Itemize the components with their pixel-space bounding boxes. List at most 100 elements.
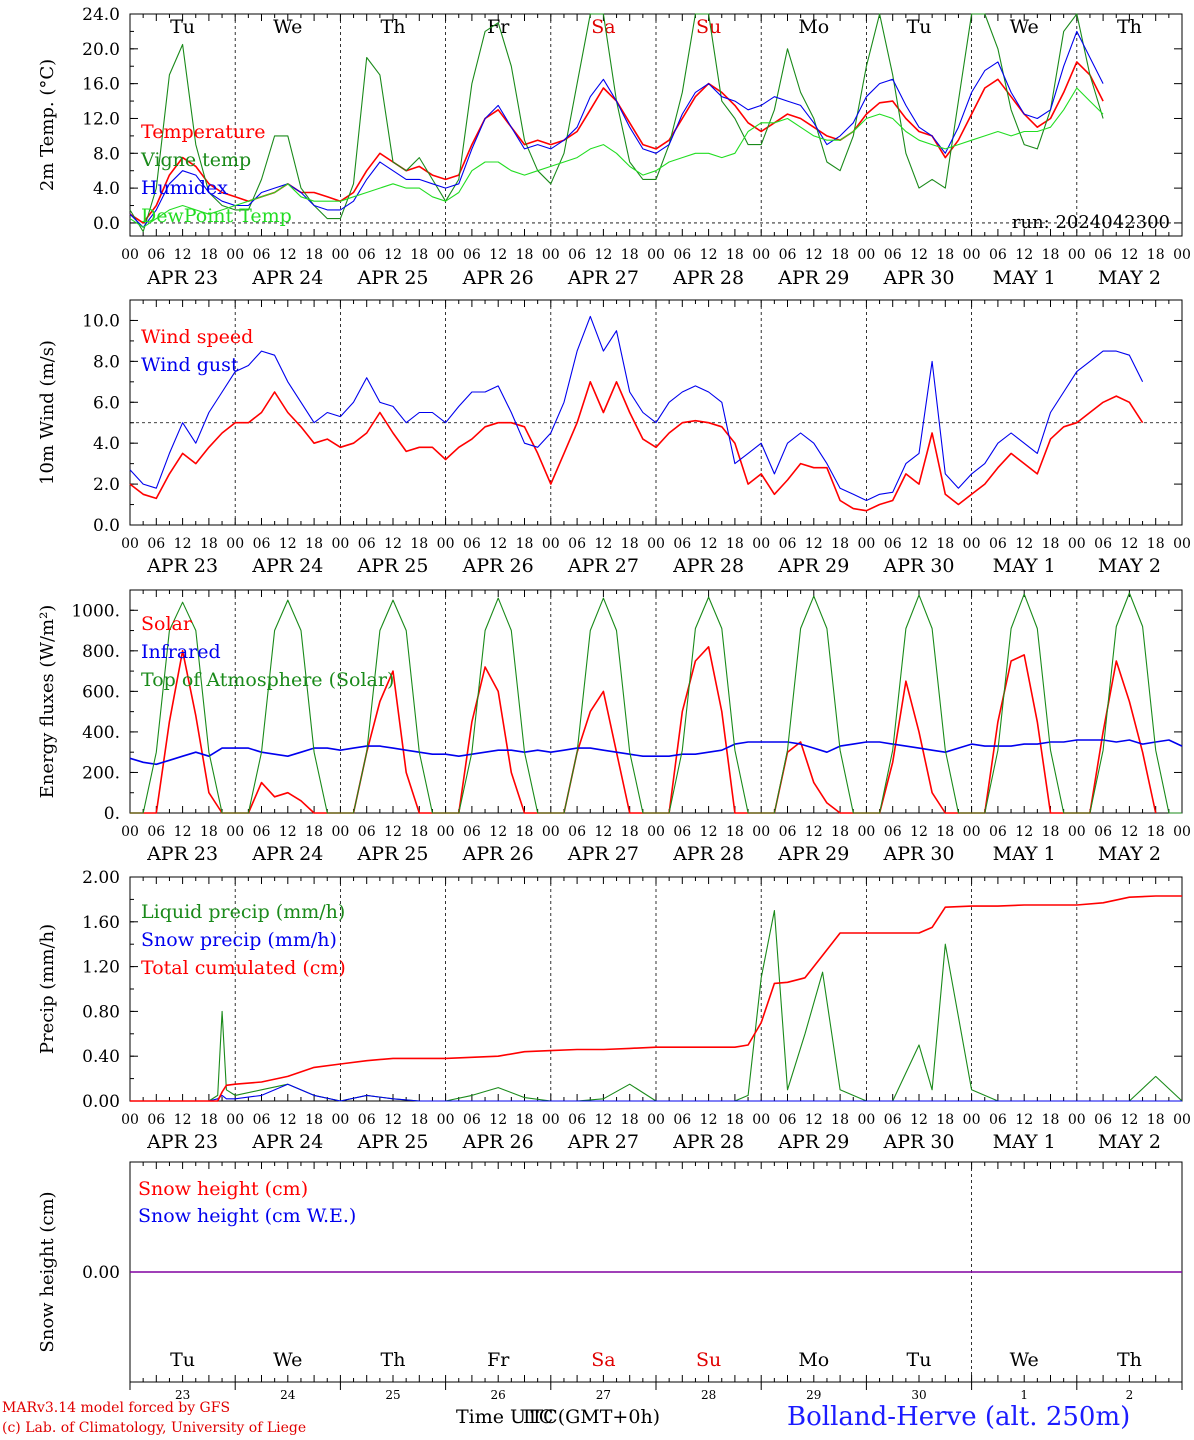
legend-entry: Solar xyxy=(141,613,193,635)
hour-label: 06 xyxy=(884,536,902,552)
hour-label: 00 xyxy=(542,536,560,552)
series-line-darkgreen xyxy=(130,592,1182,814)
y-tick-label: 16.0 xyxy=(82,75,120,95)
hour-label: 18 xyxy=(726,247,744,263)
hour-label: 00 xyxy=(121,247,139,263)
legend-entry: Wind gust xyxy=(141,354,239,376)
hour-label: 00 xyxy=(647,824,665,840)
series-line-red xyxy=(129,380,1144,512)
y-tick-label: 2.0 xyxy=(93,475,120,495)
hour-label: 06 xyxy=(463,247,481,263)
weekday-label: Th xyxy=(1117,1349,1142,1371)
date-label: APR 27 xyxy=(567,267,639,289)
day-number-label: 1 xyxy=(1020,1388,1028,1402)
hour-label: 00 xyxy=(752,824,770,840)
hour-label: 12 xyxy=(384,247,402,263)
hour-label: 12 xyxy=(489,824,507,840)
hour-label: 00 xyxy=(437,536,455,552)
hour-label: 00 xyxy=(437,824,455,840)
hour-label: 00 xyxy=(121,1112,139,1128)
weekday-label: Sa xyxy=(591,1349,615,1371)
hour-label: 06 xyxy=(358,247,376,263)
hour-label: 18 xyxy=(516,536,534,552)
hour-label: 12 xyxy=(1120,247,1138,263)
legend-entry: Temperature xyxy=(141,121,265,143)
panel-3: 0. 200. 400. 600. 800. 1000. Energy fluxes (W/… xyxy=(37,589,1191,865)
hour-label: 00 xyxy=(1068,824,1086,840)
hour-label: 06 xyxy=(673,1112,691,1128)
hour-label: 12 xyxy=(384,1112,402,1128)
date-label: APR 23 xyxy=(146,267,218,289)
y-tick-label: 20.0 xyxy=(82,40,120,60)
date-label: APR 26 xyxy=(462,267,534,289)
hour-label: 18 xyxy=(831,536,849,552)
hour-label: 18 xyxy=(936,536,954,552)
date-label: APR 30 xyxy=(882,843,954,865)
y-tick-label: 1.20 xyxy=(82,958,120,978)
hour-label: 06 xyxy=(147,536,165,552)
hour-label: 12 xyxy=(805,536,823,552)
hour-label: 12 xyxy=(174,1112,192,1128)
hour-label: 18 xyxy=(200,1112,218,1128)
station-name: Bolland-Herve (alt. 250m) xyxy=(787,1402,1131,1432)
hour-label: 00 xyxy=(1173,1112,1191,1128)
date-label: APR 23 xyxy=(146,843,218,865)
hour-label: 06 xyxy=(673,247,691,263)
weekday-label: Fr xyxy=(487,16,510,38)
hour-label: 00 xyxy=(121,824,139,840)
hour-label: 18 xyxy=(831,824,849,840)
hour-label: 18 xyxy=(621,536,639,552)
hour-label: 18 xyxy=(831,1112,849,1128)
hour-label: 18 xyxy=(305,1112,323,1128)
weekday-label: Th xyxy=(381,1349,406,1371)
model-credit: MARv3.14 model forced by GFS xyxy=(2,1400,231,1416)
legend-entry: Infrared xyxy=(141,641,221,663)
hour-label: 12 xyxy=(279,1112,297,1128)
hour-label: 18 xyxy=(1147,1112,1165,1128)
hour-label: 18 xyxy=(305,536,323,552)
hour-label: 00 xyxy=(121,536,139,552)
hour-label: 00 xyxy=(1173,536,1191,552)
hour-label: 06 xyxy=(253,536,271,552)
legend-entry: Snow height (cm) xyxy=(138,1178,308,1200)
series-line-blue xyxy=(129,739,1183,766)
hour-label: 18 xyxy=(936,824,954,840)
y-tick-label: 10.0 xyxy=(82,311,120,331)
hour-label: 06 xyxy=(147,824,165,840)
legend-entry: Total cumulated (cm) xyxy=(141,957,346,979)
weekday-label: Th xyxy=(381,16,406,38)
hour-label: 00 xyxy=(542,247,560,263)
hour-label: 06 xyxy=(253,824,271,840)
hour-label: 12 xyxy=(805,824,823,840)
day-number-label: 29 xyxy=(806,1388,821,1402)
hour-label: 12 xyxy=(1015,824,1033,840)
hour-label: 12 xyxy=(910,824,928,840)
hour-label: 06 xyxy=(779,247,797,263)
hour-label: 18 xyxy=(726,536,744,552)
series-line-red xyxy=(130,895,1182,1102)
y-tick-label: 4.0 xyxy=(93,179,120,199)
date-label: MAY 1 xyxy=(993,555,1056,577)
hour-label: 06 xyxy=(147,1112,165,1128)
weekday-label: Tu xyxy=(170,16,195,38)
date-label: APR 26 xyxy=(462,1131,534,1153)
hour-label: 18 xyxy=(1042,536,1060,552)
hour-label: 12 xyxy=(700,824,718,840)
hour-label: 12 xyxy=(594,1112,612,1128)
panel-frame xyxy=(129,589,1183,814)
y-tick-label: 0.0 xyxy=(93,214,120,234)
legend-entry: Vigne temp xyxy=(140,149,251,171)
hour-label: 12 xyxy=(384,824,402,840)
hour-label: 00 xyxy=(647,536,665,552)
hour-label: 00 xyxy=(963,1112,981,1128)
date-label: APR 25 xyxy=(356,1131,428,1153)
weekday-label: We xyxy=(273,16,302,38)
y-tick-label: 200. xyxy=(82,763,120,783)
day-number-label: 24 xyxy=(280,1388,296,1402)
y-tick-label: 0.0 xyxy=(93,516,120,536)
hour-label: 00 xyxy=(331,824,349,840)
panel-2: 0.0 2.0 4.0 6.0 8.0 10.0 10m Wind (m/s) 00 06 12 1… xyxy=(37,299,1191,577)
y-tick-label: 1000. xyxy=(71,601,120,621)
weekday-label: Fr xyxy=(487,1349,510,1371)
